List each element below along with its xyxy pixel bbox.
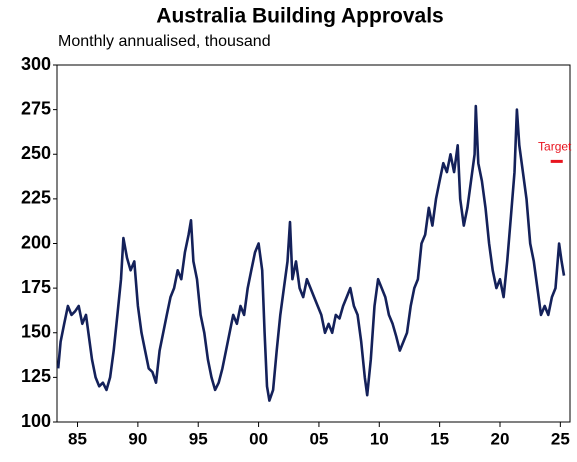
x-tick-label: 90	[128, 429, 147, 448]
y-tick-label: 300	[21, 54, 51, 74]
y-tick-label: 250	[21, 143, 51, 163]
data-line	[56, 104, 566, 402]
x-tick-label: 85	[68, 429, 87, 448]
x-tick-label: 95	[189, 429, 208, 448]
y-tick-label: 125	[21, 366, 51, 386]
y-tick-label: 200	[21, 232, 51, 252]
y-tick-label: 225	[21, 188, 51, 208]
chart-subtitle: Monthly annualised, thousand	[58, 33, 271, 50]
x-tick-label: 15	[430, 429, 449, 448]
target-label: Target	[538, 140, 572, 154]
chart-title: Australia Building Approvals	[156, 5, 443, 28]
y-tick-label: 175	[21, 277, 51, 297]
y-tick-label: 100	[21, 411, 51, 431]
x-tick-label: 10	[370, 429, 389, 448]
y-tick-label: 275	[21, 98, 51, 118]
x-tick-label: 05	[309, 429, 328, 448]
x-tick-label: 25	[551, 429, 570, 448]
plot-frame	[56, 64, 571, 423]
x-tick-label: 20	[491, 429, 510, 448]
x-tick-label: 00	[249, 429, 268, 448]
y-tick-label: 150	[21, 322, 51, 342]
